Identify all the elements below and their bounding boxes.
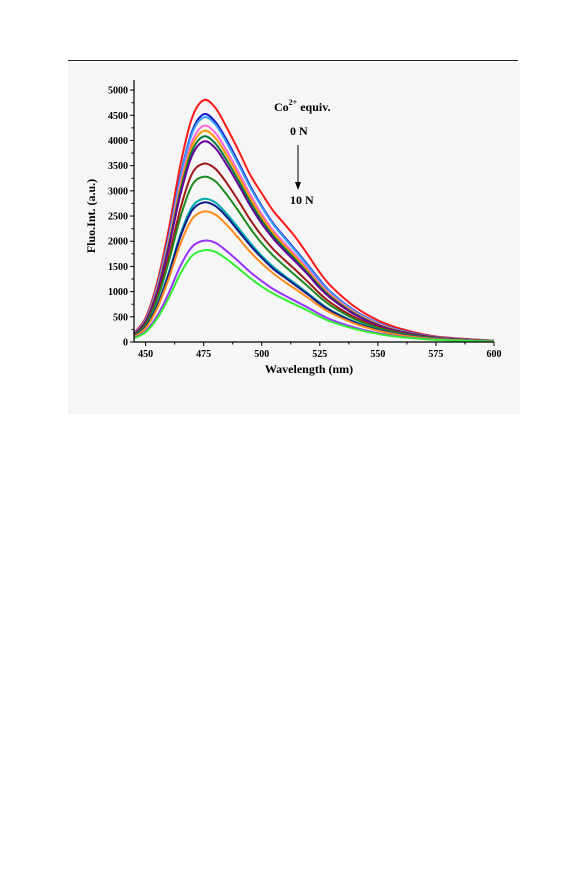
x-tick-label-525: 525 [312,349,327,360]
x-axis-title: Wavelength (nm) [265,362,353,376]
spectrum-line-1 [133,98,495,342]
axes [133,80,494,343]
spectrum-line-14 [133,249,495,343]
ticks: 450 475 500 525 550 575 600 0 500 1000 1500 2000 250… [108,86,502,360]
annotation-arrow-head [295,182,301,190]
y-tick-label-5000: 5000 [108,86,128,97]
y-tick-label-1000: 1000 [108,287,128,298]
y-tick-label-1500: 1500 [108,262,128,273]
y-tick-label-2000: 2000 [108,237,128,248]
annotation: Co2+ equiv. 0 N 10 N [274,98,331,207]
x-tick-label-500: 500 [254,349,269,360]
annotation-end-label: 10 N [290,193,314,207]
spectrum-line-9 [133,175,495,343]
x-tick-label-450: 450 [138,349,153,360]
x-tick-label-550: 550 [370,349,385,360]
y-tick-label-3000: 3000 [108,186,128,197]
spectrum-line-12 [133,210,495,343]
y-tick-label-4000: 4000 [108,136,128,147]
y-tick-label-0: 0 [123,338,128,349]
figure-panel [68,62,520,414]
spectrum-line-7 [133,140,495,343]
annotation-title-rest: equiv. [297,100,330,114]
page-top-rule [68,60,518,61]
y-tick-label-4500: 4500 [108,111,128,122]
x-tick-label-575: 575 [428,349,443,360]
x-tick-label-600: 600 [487,349,502,360]
annotation-start-label: 0 N [290,124,308,138]
spectrum-line-11 [133,201,495,343]
spectrum-line-13 [133,239,495,343]
x-tick-label-475: 475 [196,349,211,360]
annotation-title-main: Co [274,100,289,114]
y-tick-label-3500: 3500 [108,161,128,172]
annotation-title-sup: 2+ [289,98,298,107]
y-axis-title: Fluo.Int. (a.u.) [84,179,98,253]
y-tick-label-2500: 2500 [108,212,128,223]
spectrum-line-8 [133,162,495,343]
spectra-curves [133,98,495,343]
annotation-title: Co2+ equiv. [274,98,331,114]
y-tick-label-500: 500 [113,312,128,323]
